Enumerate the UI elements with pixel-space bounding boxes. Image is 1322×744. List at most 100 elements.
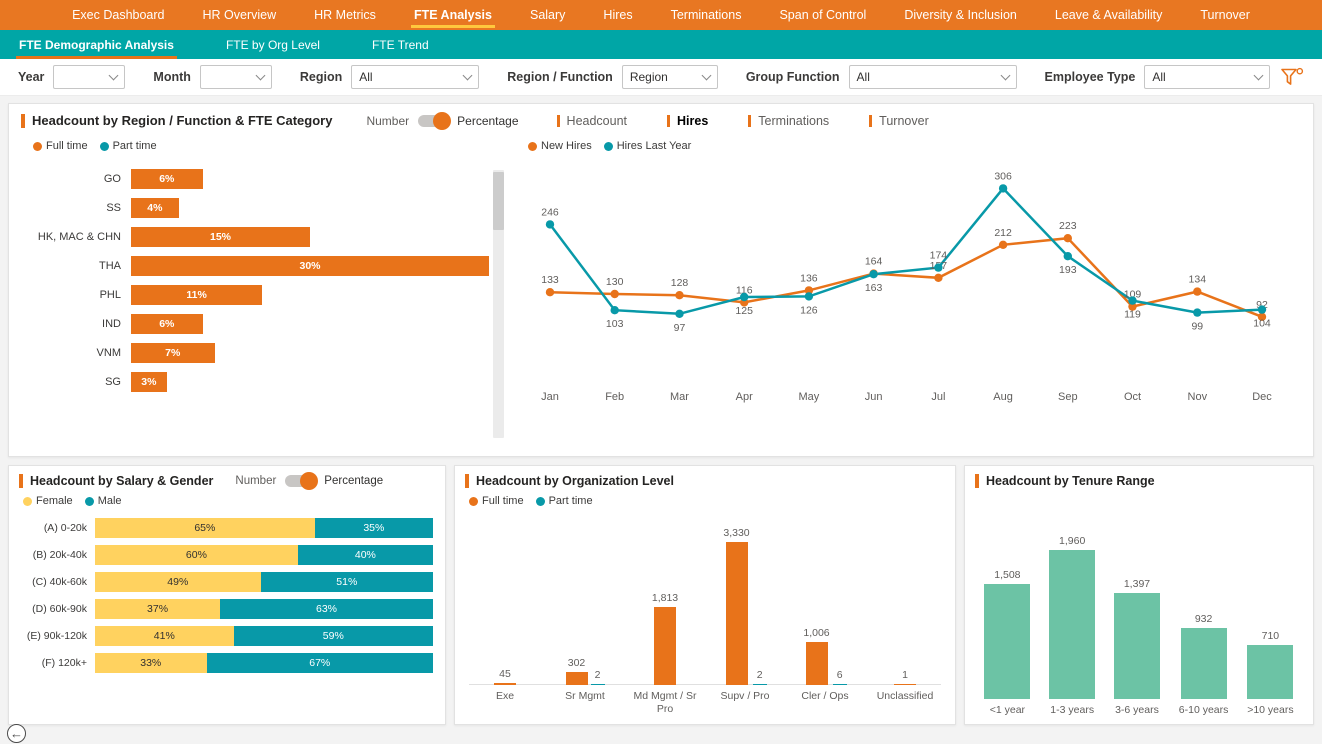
segment-female[interactable]: 37% [95, 598, 221, 619]
svg-text:99: 99 [1191, 321, 1203, 333]
segment-male[interactable]: 51% [260, 571, 433, 592]
top-nav-item-salary[interactable]: Salary [529, 8, 566, 22]
column-full-time[interactable] [494, 683, 516, 685]
filter-funnel-icon[interactable] [1280, 67, 1304, 88]
legend-item-male[interactable]: Male [84, 495, 122, 507]
bar-ind[interactable]: 6% [131, 313, 203, 334]
legend-item-part-time[interactable]: Part time [535, 495, 593, 507]
top-nav-item-span-of-control[interactable]: Span of Control [779, 8, 867, 22]
legend-item-hires-last-year[interactable]: Hires Last Year [603, 140, 691, 152]
filter-dropdown-group-function[interactable]: All [848, 65, 1017, 89]
segment-female[interactable]: 65% [95, 517, 315, 538]
line-point-new-hires[interactable] [1128, 302, 1137, 311]
column-bar[interactable] [1180, 628, 1227, 699]
segment-male[interactable]: 63% [220, 598, 433, 619]
tab-headcount[interactable]: Headcount [556, 114, 627, 128]
segment-female[interactable]: 60% [95, 544, 298, 565]
bar-phl[interactable]: 11% [131, 284, 263, 305]
legend-item-new-hires[interactable]: New Hires [528, 140, 592, 152]
column-bar[interactable] [1113, 592, 1160, 699]
segment-female[interactable]: 33% [95, 652, 207, 673]
line-point-new-hires[interactable] [804, 286, 814, 295]
line-point-hires-last-year[interactable] [998, 184, 1008, 193]
line-point-hires-last-year[interactable] [1193, 308, 1202, 317]
column-bar[interactable] [1247, 645, 1294, 699]
bar-sg[interactable]: 3% [131, 371, 167, 392]
line-point-new-hires[interactable] [545, 288, 555, 297]
column-part-time[interactable] [752, 684, 767, 685]
line-point-hires-last-year[interactable] [610, 306, 619, 315]
segment-male[interactable]: 35% [314, 517, 433, 538]
toggle-knob[interactable] [300, 472, 319, 490]
column-part-time[interactable] [832, 684, 847, 685]
column-full-time[interactable] [654, 607, 676, 685]
toggle-switch[interactable] [418, 111, 452, 130]
legend-item-female[interactable]: Female [23, 495, 73, 507]
line-point-new-hires[interactable] [1193, 287, 1202, 296]
column-bar[interactable] [1049, 550, 1096, 699]
bar-ss[interactable]: 4% [131, 197, 179, 218]
legend-item-full-time[interactable]: Full time [469, 495, 524, 507]
top-nav-item-hr-metrics[interactable]: HR Metrics [314, 8, 376, 22]
line-point-new-hires[interactable] [610, 289, 619, 299]
line-point-hires-last-year[interactable] [934, 263, 943, 272]
line-point-hires-last-year[interactable] [545, 220, 555, 229]
line-point-hires-last-year[interactable] [740, 292, 749, 302]
line-point-hires-last-year[interactable] [675, 309, 684, 318]
column-wrap: 1,397 [1113, 578, 1160, 699]
segment-female[interactable]: 49% [95, 571, 261, 592]
filter-dropdown-employee-type[interactable]: All [1144, 65, 1271, 89]
top-nav-item-turnover[interactable]: Turnover [1200, 8, 1250, 22]
legend-dot [528, 141, 537, 151]
tab-turnover[interactable]: Turnover [869, 114, 929, 128]
top-nav-item-hr-overview[interactable]: HR Overview [202, 8, 277, 22]
line-point-hires-last-year[interactable] [869, 270, 878, 279]
back-button[interactable]: ← [7, 724, 26, 743]
top-nav-item-diversity-inclusion[interactable]: Diversity & Inclusion [904, 8, 1017, 22]
filter-dropdown-year[interactable] [53, 65, 126, 89]
top-nav-item-terminations[interactable]: Terminations [670, 8, 742, 22]
column-full-time[interactable] [725, 542, 748, 685]
line-point-hires-last-year[interactable] [1257, 305, 1267, 314]
line-point-new-hires[interactable] [998, 240, 1008, 249]
line-point-new-hires[interactable] [1257, 312, 1267, 321]
column-full-time[interactable] [805, 641, 828, 685]
bar-go[interactable]: 6% [131, 168, 203, 189]
line-point-hires-last-year[interactable] [804, 292, 814, 301]
segment-female[interactable]: 41% [95, 625, 234, 646]
line-point-new-hires[interactable] [675, 291, 684, 300]
segment-male[interactable]: 40% [297, 544, 433, 565]
chart-scrollbar[interactable] [493, 170, 504, 438]
filter-dropdown-region[interactable]: All [351, 65, 480, 89]
bar-vnm[interactable]: 7% [131, 342, 215, 363]
column-part-time[interactable] [590, 684, 605, 685]
legend-item-part-time[interactable]: Part time [99, 140, 157, 152]
bar-hk-mac-chn[interactable]: 15% [131, 226, 310, 247]
legend-item-full-time[interactable]: Full time [33, 140, 88, 152]
scrollbar-thumb[interactable] [493, 172, 504, 230]
bar-tha[interactable]: 30% [131, 255, 489, 276]
column-bar[interactable] [984, 584, 1031, 699]
category-label: Exe [495, 690, 515, 702]
column-full-time[interactable] [894, 684, 916, 685]
toggle-switch[interactable] [285, 472, 319, 490]
line-point-new-hires[interactable] [934, 273, 943, 282]
filter-dropdown-month[interactable] [199, 65, 272, 89]
sub-nav-item-fte-demographic-analysis[interactable]: FTE Demographic Analysis [16, 30, 177, 59]
top-nav-item-leave-availability[interactable]: Leave & Availability [1054, 8, 1163, 22]
top-nav-item-hires[interactable]: Hires [603, 8, 633, 22]
filter-dropdown-region-function[interactable]: Region [621, 65, 718, 89]
sub-nav-item-fte-by-org-level[interactable]: FTE by Org Level [225, 37, 320, 52]
line-point-new-hires[interactable] [1063, 234, 1072, 243]
column-full-time[interactable] [565, 672, 588, 685]
sub-nav-item-fte-trend[interactable]: FTE Trend [371, 37, 429, 52]
segment-male[interactable]: 67% [206, 652, 433, 673]
top-nav-item-exec-dashboard[interactable]: Exec Dashboard [72, 8, 165, 22]
line-point-hires-last-year[interactable] [1128, 296, 1137, 305]
toggle-knob[interactable] [433, 111, 452, 130]
segment-male[interactable]: 59% [233, 625, 433, 646]
line-point-hires-last-year[interactable] [1063, 252, 1072, 261]
tab-terminations[interactable]: Terminations [748, 114, 829, 128]
tab-hires[interactable]: Hires [667, 114, 708, 128]
top-nav-item-fte-analysis[interactable]: FTE Analysis [395, 0, 511, 30]
